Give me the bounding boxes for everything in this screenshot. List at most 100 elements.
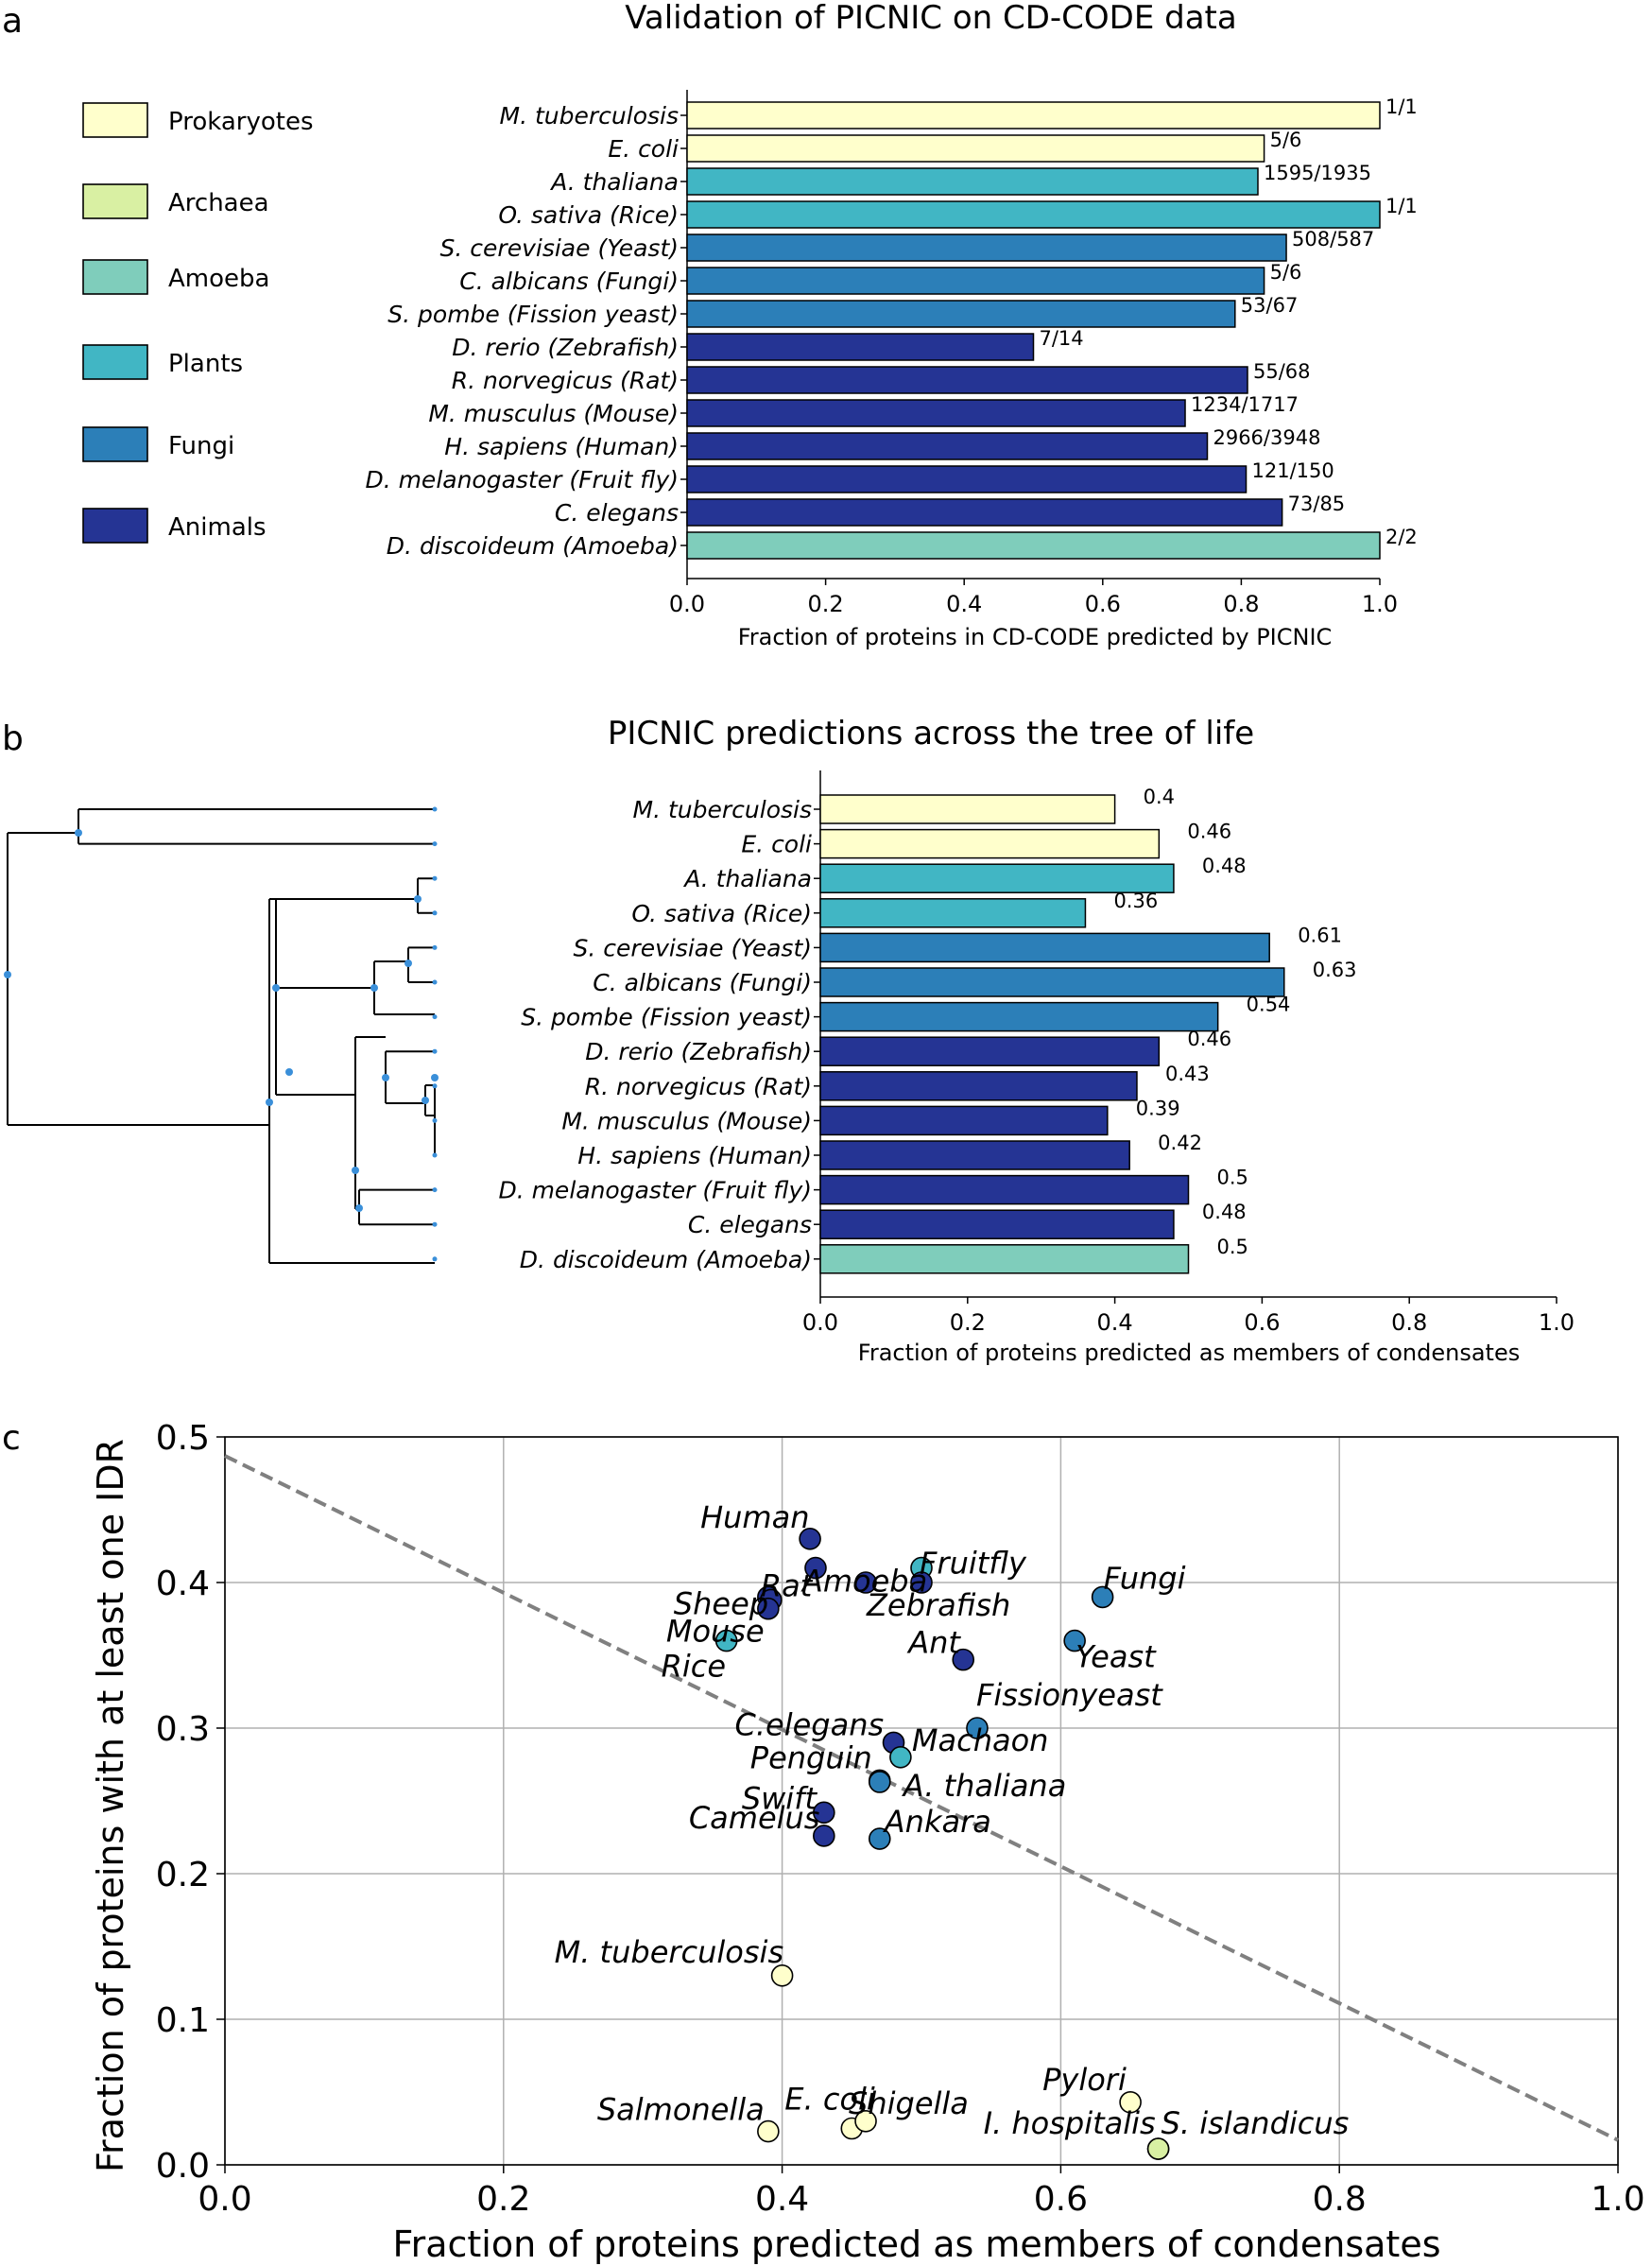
- chart-a-bar: [686, 432, 1209, 460]
- chart-a-data-label: 73/85: [1288, 493, 1346, 515]
- chart-a-data-label: 1595/1935: [1264, 162, 1371, 184]
- chart-c-point: [1063, 1629, 1086, 1652]
- chart-c-point-label: Shigella: [849, 2085, 969, 2121]
- chart-c-point-label: Ankara: [883, 1804, 991, 1840]
- chart-c-ylabel: Fraction of proteins with at least one I…: [90, 1439, 131, 2172]
- chart-a-bar: [686, 465, 1248, 493]
- chart-c-trend-line: [224, 1454, 1619, 2142]
- chart-c-xtick-label: 0.4: [755, 2180, 809, 2219]
- chart-a-data-label: 5/6: [1270, 129, 1302, 151]
- chart-c-point-label: Fruitfly: [920, 1546, 1027, 1582]
- chart-b-bar: [819, 1209, 1175, 1239]
- tree-leaf: [432, 1187, 438, 1193]
- tree-node: [75, 829, 82, 837]
- chart-b-bar: [819, 1174, 1190, 1205]
- chart-c-xtick-label: 0.6: [1034, 2180, 1088, 2219]
- tree-node: [266, 1098, 273, 1106]
- chart-b-bar: [819, 932, 1270, 963]
- tree-node: [422, 1097, 429, 1104]
- chart-a-bar: [686, 366, 1248, 394]
- chart-a-category-label: S. pombe (Fission yeast): [387, 301, 679, 328]
- chart-a-bar: [686, 101, 1381, 130]
- tree-leaf: [432, 806, 438, 812]
- tree-leaf: [432, 1221, 438, 1227]
- tree-node: [414, 895, 422, 903]
- tree-leaf: [432, 1117, 438, 1123]
- chart-b-data-label: 0.5: [1217, 1236, 1248, 1258]
- tree-leaf: [432, 841, 438, 847]
- chart-a-data-label: 2966/3948: [1213, 426, 1320, 449]
- phylogenetic-tree: [4, 806, 439, 1264]
- chart-b-category-label: R. norvegicus (Rat): [585, 1073, 812, 1100]
- chart-b-category-label: C. elegans: [688, 1211, 812, 1238]
- chart-b-data-label: 0.63: [1313, 959, 1357, 981]
- chart-b-xtick-label: 0.8: [1391, 1309, 1427, 1336]
- chart-c-point: [910, 1571, 933, 1594]
- legend-label: Fungi: [168, 432, 234, 460]
- chart-b-data-label: 0.48: [1202, 1201, 1247, 1223]
- chart-b-bar: [819, 1105, 1109, 1136]
- chart-a-xtick-label: 0.2: [808, 591, 844, 617]
- chart-c-point-label: Rice: [662, 1649, 726, 1685]
- chart-c-point-label: Rat: [761, 1567, 814, 1603]
- chart-a-category-label: D. discoideum (Amoeba): [387, 532, 679, 560]
- chart-a-xtick-label: 0.0: [669, 591, 705, 617]
- chart-b-data-label: 0.46: [1187, 821, 1231, 843]
- chart-a-category-label: M. tuberculosis: [500, 102, 679, 130]
- chart-b-data-label: 0.48: [1202, 855, 1247, 877]
- chart-a-data-label: 1/1: [1385, 195, 1418, 217]
- chart-c-point-label: Penguin: [750, 1739, 872, 1775]
- chart-c-point-label: Amoeba: [800, 1564, 927, 1600]
- tree-node: [272, 984, 280, 992]
- chart-a-data-label: 53/67: [1241, 294, 1299, 317]
- legend-swatch: [82, 102, 148, 138]
- tree-leaf: [432, 944, 438, 950]
- chart-b-xtick-label: 0.0: [802, 1309, 838, 1336]
- chart-a-bar: [686, 531, 1381, 560]
- chart-a-category-label: D. melanogaster (Fruit fly): [365, 466, 679, 493]
- tree-node: [4, 971, 11, 978]
- chart-b-category-label: M. musculus (Mouse): [561, 1107, 812, 1134]
- chart-c-ytick-label: 0.3: [156, 1710, 210, 1749]
- chart-c-point: [868, 1827, 891, 1850]
- chart-a-category-label: C. elegans: [555, 499, 679, 527]
- chart-c-point: [714, 1629, 738, 1652]
- chart-c-point: [813, 1801, 835, 1825]
- chart-c-point-label: Yeast: [1076, 1639, 1157, 1675]
- chart-a-bar: [686, 267, 1265, 295]
- chart-c-point-label: Swift: [742, 1780, 818, 1816]
- chart-c-point-label: C.elegans: [735, 1706, 885, 1742]
- chart-a-bar: [686, 399, 1186, 427]
- chart-b-category-label: D. melanogaster (Fruit fly): [498, 1177, 812, 1204]
- chart-c-point-label: Zebrafish: [866, 1587, 1010, 1623]
- chart-a-plot: M. tuberculosis 1/1 E. coli 5/6 A. thaliana 1…: [365, 90, 1418, 617]
- chart-c-point-label: Fissionyeast: [976, 1677, 1163, 1713]
- chart-c-ytick-label: 0.5: [156, 1419, 210, 1458]
- chart-c-point: [757, 1597, 780, 1620]
- legend-label: Prokaryotes: [168, 108, 314, 136]
- legend-swatch: [82, 183, 148, 219]
- chart-c-frame: [224, 1436, 1619, 2166]
- legend-swatch: [82, 508, 148, 544]
- chart-c-xtick-label: 0.0: [198, 2180, 251, 2219]
- chart-c-point: [770, 1964, 794, 1987]
- chart-c-xlabel: Fraction of proteins predicted as member…: [392, 2223, 1440, 2265]
- chart-c-ytick-label: 0.1: [156, 2001, 210, 2040]
- chart-c-point: [889, 1746, 912, 1769]
- chart-b-data-label: 0.4: [1144, 786, 1175, 808]
- chart-c-point: [868, 1771, 891, 1793]
- chart-c-point-label: E. coli: [784, 2082, 875, 2118]
- chart-c-xtick-label: 1.0: [1591, 2180, 1644, 2219]
- chart-a-category-label: O. sativa (Rice): [498, 201, 679, 229]
- legend: Prokaryotes Archaea Amoeba Plants Fungi Anima…: [82, 102, 314, 544]
- tree-node: [382, 1074, 389, 1081]
- legend-label: Archaea: [168, 189, 269, 217]
- chart-b-bar: [819, 1244, 1190, 1274]
- tree-leaf: [432, 1014, 438, 1020]
- chart-b-bar: [819, 794, 1116, 824]
- chart-a-category-label: A. thaliana: [549, 168, 679, 196]
- chart-c-point-label: Mouse: [666, 1614, 765, 1650]
- chart-b-data-label: 0.54: [1247, 994, 1291, 1016]
- chart-c-point-label: Sheep: [674, 1585, 768, 1621]
- chart-a-xtick-label: 0.8: [1223, 591, 1259, 617]
